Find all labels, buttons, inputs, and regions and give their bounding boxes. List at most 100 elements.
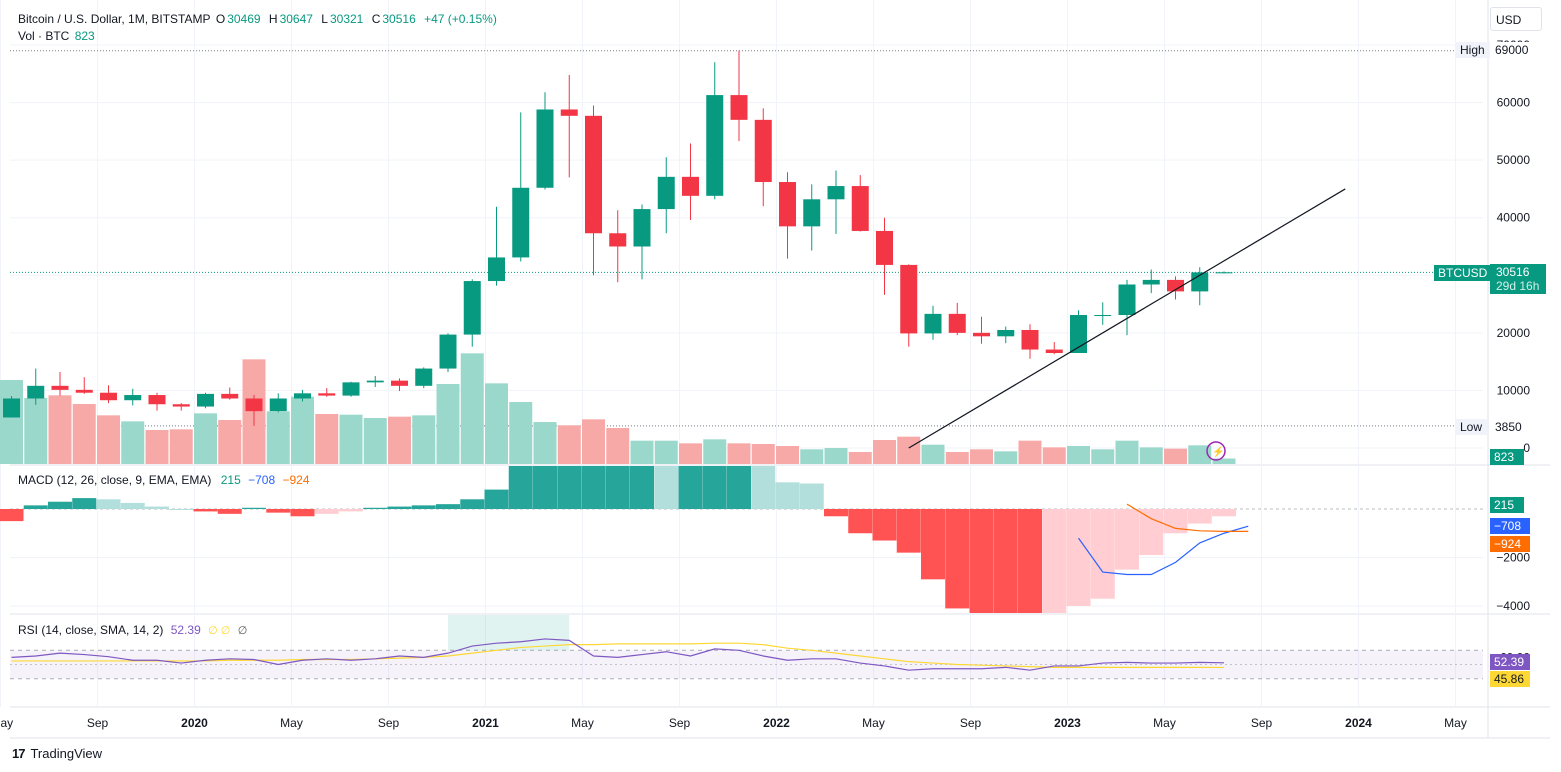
volume-bar — [800, 449, 824, 464]
volume-bar — [266, 411, 290, 464]
trendline — [908, 188, 1346, 449]
candle-body — [294, 393, 311, 399]
volume-bar — [48, 395, 72, 464]
brand[interactable]: 17 TradingView — [12, 746, 102, 761]
macd-histogram-bar — [217, 509, 242, 514]
macd-histogram-bar — [824, 509, 848, 517]
candle-body — [269, 398, 287, 412]
macd-histogram-bar — [872, 509, 897, 541]
macd-line — [1078, 525, 1249, 576]
macd-title: MACD (12, 26, close, 9, EMA, EMA) — [18, 473, 212, 487]
macd-histogram-bar — [533, 466, 557, 509]
rsi-title: RSI (14, close, SMA, 14, 2) — [18, 623, 164, 637]
volume-bar — [1018, 440, 1042, 464]
candle-body — [997, 329, 1015, 337]
macd-histogram-bar — [921, 509, 945, 580]
price-tick-label: 40000 — [1497, 211, 1531, 225]
volume-bar — [145, 430, 169, 464]
time-tick-label: May — [1444, 716, 1467, 730]
macd-histogram-bar — [848, 509, 873, 534]
candle-body — [1215, 272, 1233, 274]
candle-body — [1045, 349, 1063, 354]
replay-bolt-glyph: ⚡ — [1212, 445, 1224, 458]
volume-bar — [121, 421, 145, 464]
macd-histogram-bar — [314, 509, 339, 514]
rsi-sma-tag: 45.86 — [1490, 671, 1530, 687]
volume-bar — [848, 452, 872, 464]
time-tick-label: Sep — [378, 716, 400, 730]
last-price-value: 30516 — [1496, 265, 1530, 279]
macd-tick-label: −2000 — [1496, 551, 1530, 565]
macd-histogram-bar — [460, 499, 485, 509]
candle-body — [706, 95, 724, 196]
candle-body — [585, 115, 602, 234]
volume-bar — [0, 380, 23, 464]
volume-bar — [679, 443, 702, 464]
open-value: 30469 — [227, 12, 261, 26]
close-value: 30516 — [382, 12, 416, 26]
rsi-overbought-fill — [448, 615, 570, 651]
high-label: H — [268, 12, 278, 26]
low-tag-value: 3850 — [1490, 419, 1527, 435]
rsi-eye-icon[interactable]: ∅ — [237, 625, 248, 637]
volume-bar — [606, 428, 630, 464]
macd-histogram-bar — [1212, 509, 1236, 517]
low-value: 30321 — [329, 12, 364, 26]
macd-hist-tag: 215 — [1490, 497, 1524, 513]
candle-body — [512, 187, 530, 258]
candle-body — [366, 380, 384, 383]
candle-body — [415, 368, 433, 386]
price-tick-label: 50000 — [1497, 153, 1531, 167]
volume-bar — [1067, 446, 1090, 464]
candle-body — [221, 393, 239, 399]
volume-bar — [1212, 458, 1236, 464]
candle-body — [342, 382, 360, 396]
candle-body — [27, 385, 45, 399]
symbol-title: Bitcoin / U.S. Dollar, 1M, BITSTAMP — [18, 12, 211, 26]
macd-histogram-bar — [120, 502, 145, 509]
close-label: C — [371, 12, 381, 26]
volume-bar — [630, 440, 654, 464]
macd-histogram-bar — [484, 489, 509, 509]
macd-hist-value: 215 — [220, 473, 241, 487]
time-tick-label: Sep — [1251, 716, 1273, 730]
macd-histogram-bar — [945, 509, 970, 609]
candle-body — [779, 182, 796, 227]
macd-signal-tag: −924 — [1490, 536, 1530, 552]
time-tick-label: ay — [1, 716, 14, 730]
macd-histogram-bar — [0, 509, 24, 522]
rsi-legend: RSI (14, close, SMA, 14, 2) 52.39 ∅ ∅ ∅ — [18, 623, 247, 637]
macd-histogram-bar — [72, 498, 97, 509]
symbol-legend: Bitcoin / U.S. Dollar, 1M, BITSTAMP O 304… — [18, 12, 502, 26]
candle-body — [51, 385, 69, 390]
vol-label: Vol · BTC — [18, 29, 70, 43]
candle-body — [1142, 279, 1160, 285]
macd-line-value: −708 — [248, 473, 276, 487]
volume-bar — [582, 419, 605, 464]
candle-body — [1167, 279, 1184, 292]
macd-line-tag: −708 — [1490, 518, 1530, 534]
tradingview-logo-icon: 17 — [12, 746, 26, 761]
volume-bar — [994, 451, 1018, 464]
last-price-symbol-tag: BTCUSD — [1434, 265, 1492, 281]
currency-selector[interactable]: USD — [1490, 7, 1542, 31]
macd-histogram-bar — [169, 509, 194, 510]
price-tick-label: 10000 — [1497, 383, 1531, 397]
macd-signal-line — [1126, 503, 1249, 533]
volume-bar — [921, 444, 945, 464]
volume-bar — [824, 448, 848, 464]
volume-bar — [194, 413, 217, 464]
candle-body — [536, 109, 554, 188]
macd-histogram-bar — [630, 466, 654, 509]
macd-histogram-bar — [508, 466, 533, 509]
rsi-value: 52.39 — [170, 623, 201, 637]
candle-body — [924, 313, 942, 334]
volume-bar — [533, 422, 557, 464]
volume-bar — [460, 353, 484, 464]
macd-tick-label: −4000 — [1496, 599, 1530, 613]
high-value: 30647 — [279, 12, 313, 26]
candle-body — [172, 404, 190, 407]
candle-body — [318, 393, 336, 396]
high-tag-label: High — [1455, 42, 1490, 58]
